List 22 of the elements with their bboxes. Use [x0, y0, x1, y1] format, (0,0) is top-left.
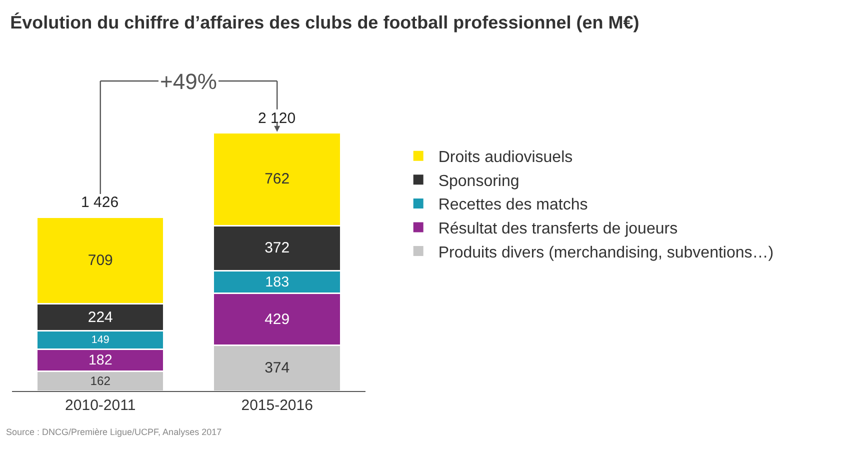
x-tick-label: 2015-2016	[241, 397, 313, 414]
data-label: 709	[88, 252, 113, 269]
total-label: 1 426	[81, 194, 119, 211]
legend-label: Droits audiovisuels	[438, 149, 573, 166]
x-tick-label: 2010-2011	[65, 397, 136, 414]
data-label: 429	[264, 310, 290, 328]
data-label: 372	[264, 240, 290, 257]
text: +49%	[160, 69, 217, 94]
data-label: 224	[88, 308, 113, 326]
data-label: 183	[265, 274, 290, 290]
data-label: 149	[91, 334, 110, 346]
legend-label: Sponsoring	[438, 172, 520, 190]
total-label: 2 120	[258, 110, 296, 127]
chart-title: Évolution du chiffre d’affaires des clubs de football professionnel (en M€)	[10, 12, 640, 32]
legend-label: Résultat des transferts de joueurs	[438, 220, 678, 238]
data-label: 762	[264, 170, 290, 188]
data-label: 182	[88, 352, 112, 368]
data-label: 374	[264, 360, 290, 377]
source-note: Source : DNCG/Première Ligue/UCPF, Analyses 2017	[6, 427, 222, 437]
legend-label: Recettes des matchs	[438, 196, 588, 214]
data-label: 162	[90, 374, 111, 388]
legend-label: Produits divers (merchandising, subventions…)	[438, 244, 774, 262]
